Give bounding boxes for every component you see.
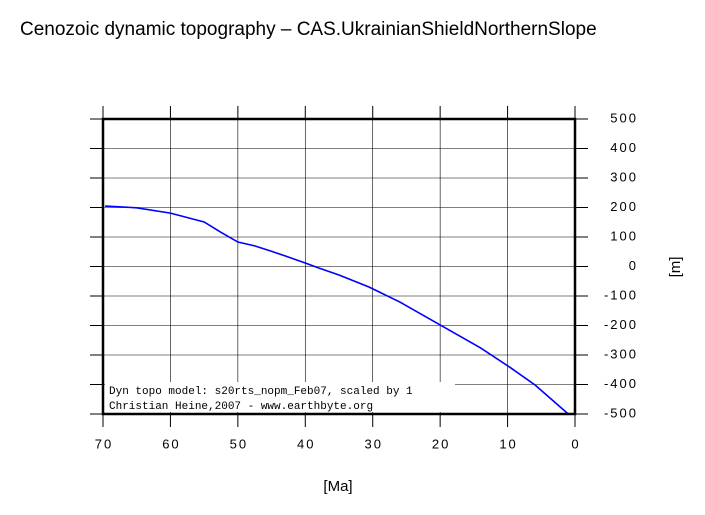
x-tick-label: 60	[162, 436, 180, 451]
y-tick-label: 300	[610, 169, 638, 184]
y-tick-label: -200	[604, 317, 638, 332]
x-axis-label: [Ma]	[323, 478, 352, 495]
y-tick-label: -100	[604, 287, 638, 302]
plot-frame	[101, 117, 577, 416]
y-axis-label: [m]	[667, 257, 684, 278]
data-line	[104, 205, 569, 415]
y-tick-label: 400	[610, 140, 638, 155]
x-tick-label: 30	[364, 436, 382, 451]
annotation-box	[105, 382, 455, 412]
y-tick-label: -300	[604, 346, 638, 361]
y-tick-label: 100	[610, 228, 638, 243]
x-tick-label: 10	[499, 436, 517, 451]
chart-title: Cenozoic dynamic topography – CAS.Ukrain…	[20, 19, 597, 40]
y-tick-label: -400	[604, 376, 638, 391]
x-tick-label: 50	[230, 436, 248, 451]
y-tick-label: -500	[604, 405, 638, 420]
annotation: Dyn topo model: s20rts_nopm_Feb07, scale…	[109, 386, 413, 398]
y-tick-label: 500	[610, 110, 638, 125]
y-tick-label: 0	[629, 258, 638, 273]
x-tick-label: 0	[571, 436, 580, 451]
x-tick-label: 70	[95, 436, 113, 451]
y-tick-label: 200	[610, 199, 638, 214]
annotation: Christian Heine,2007 - www.earthbyte.org	[109, 401, 373, 413]
x-tick-label: 40	[297, 436, 315, 451]
x-tick-label: 20	[432, 436, 450, 451]
